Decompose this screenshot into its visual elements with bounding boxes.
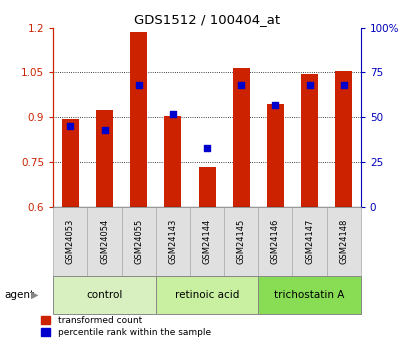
Text: agent: agent	[4, 290, 34, 300]
Text: GSM24143: GSM24143	[168, 219, 177, 264]
Title: GDS1512 / 100404_at: GDS1512 / 100404_at	[134, 13, 279, 27]
Bar	[87, 207, 121, 276]
Bar	[334, 71, 351, 207]
Point	[135, 82, 142, 88]
Point	[306, 82, 312, 88]
Bar	[198, 167, 215, 207]
Text: trichostatin A: trichostatin A	[274, 290, 344, 300]
Bar	[232, 68, 249, 207]
Bar	[53, 207, 87, 276]
Point	[339, 82, 346, 88]
Legend: transformed count, percentile rank within the sample: transformed count, percentile rank withi…	[41, 316, 210, 337]
Text: GSM24148: GSM24148	[338, 219, 347, 264]
Bar	[62, 119, 79, 207]
Text: GSM24145: GSM24145	[236, 219, 245, 264]
Text: GSM24054: GSM24054	[100, 219, 109, 264]
Text: GSM24055: GSM24055	[134, 219, 143, 264]
Bar	[164, 116, 181, 207]
Bar	[121, 207, 155, 276]
Bar	[155, 207, 189, 276]
Bar	[300, 74, 317, 207]
Point	[67, 124, 74, 129]
Bar	[326, 207, 360, 276]
Point	[237, 82, 244, 88]
Point	[101, 127, 108, 132]
Text: retinoic acid: retinoic acid	[174, 290, 239, 300]
Bar	[258, 207, 292, 276]
Point	[169, 111, 176, 117]
Text: control: control	[86, 290, 122, 300]
Bar	[53, 276, 155, 314]
Text: GSM24146: GSM24146	[270, 219, 279, 264]
Point	[272, 102, 278, 108]
Text: GSM24147: GSM24147	[304, 219, 313, 264]
Bar	[266, 104, 283, 207]
Bar	[224, 207, 258, 276]
Bar	[155, 276, 258, 314]
Text: GSM24053: GSM24053	[66, 219, 75, 264]
Bar	[130, 32, 147, 207]
Text: GSM24144: GSM24144	[202, 219, 211, 264]
Bar	[96, 110, 113, 207]
Point	[203, 145, 210, 150]
Bar	[292, 207, 326, 276]
Bar	[189, 207, 224, 276]
Bar	[258, 276, 360, 314]
Text: ▶: ▶	[31, 290, 38, 300]
